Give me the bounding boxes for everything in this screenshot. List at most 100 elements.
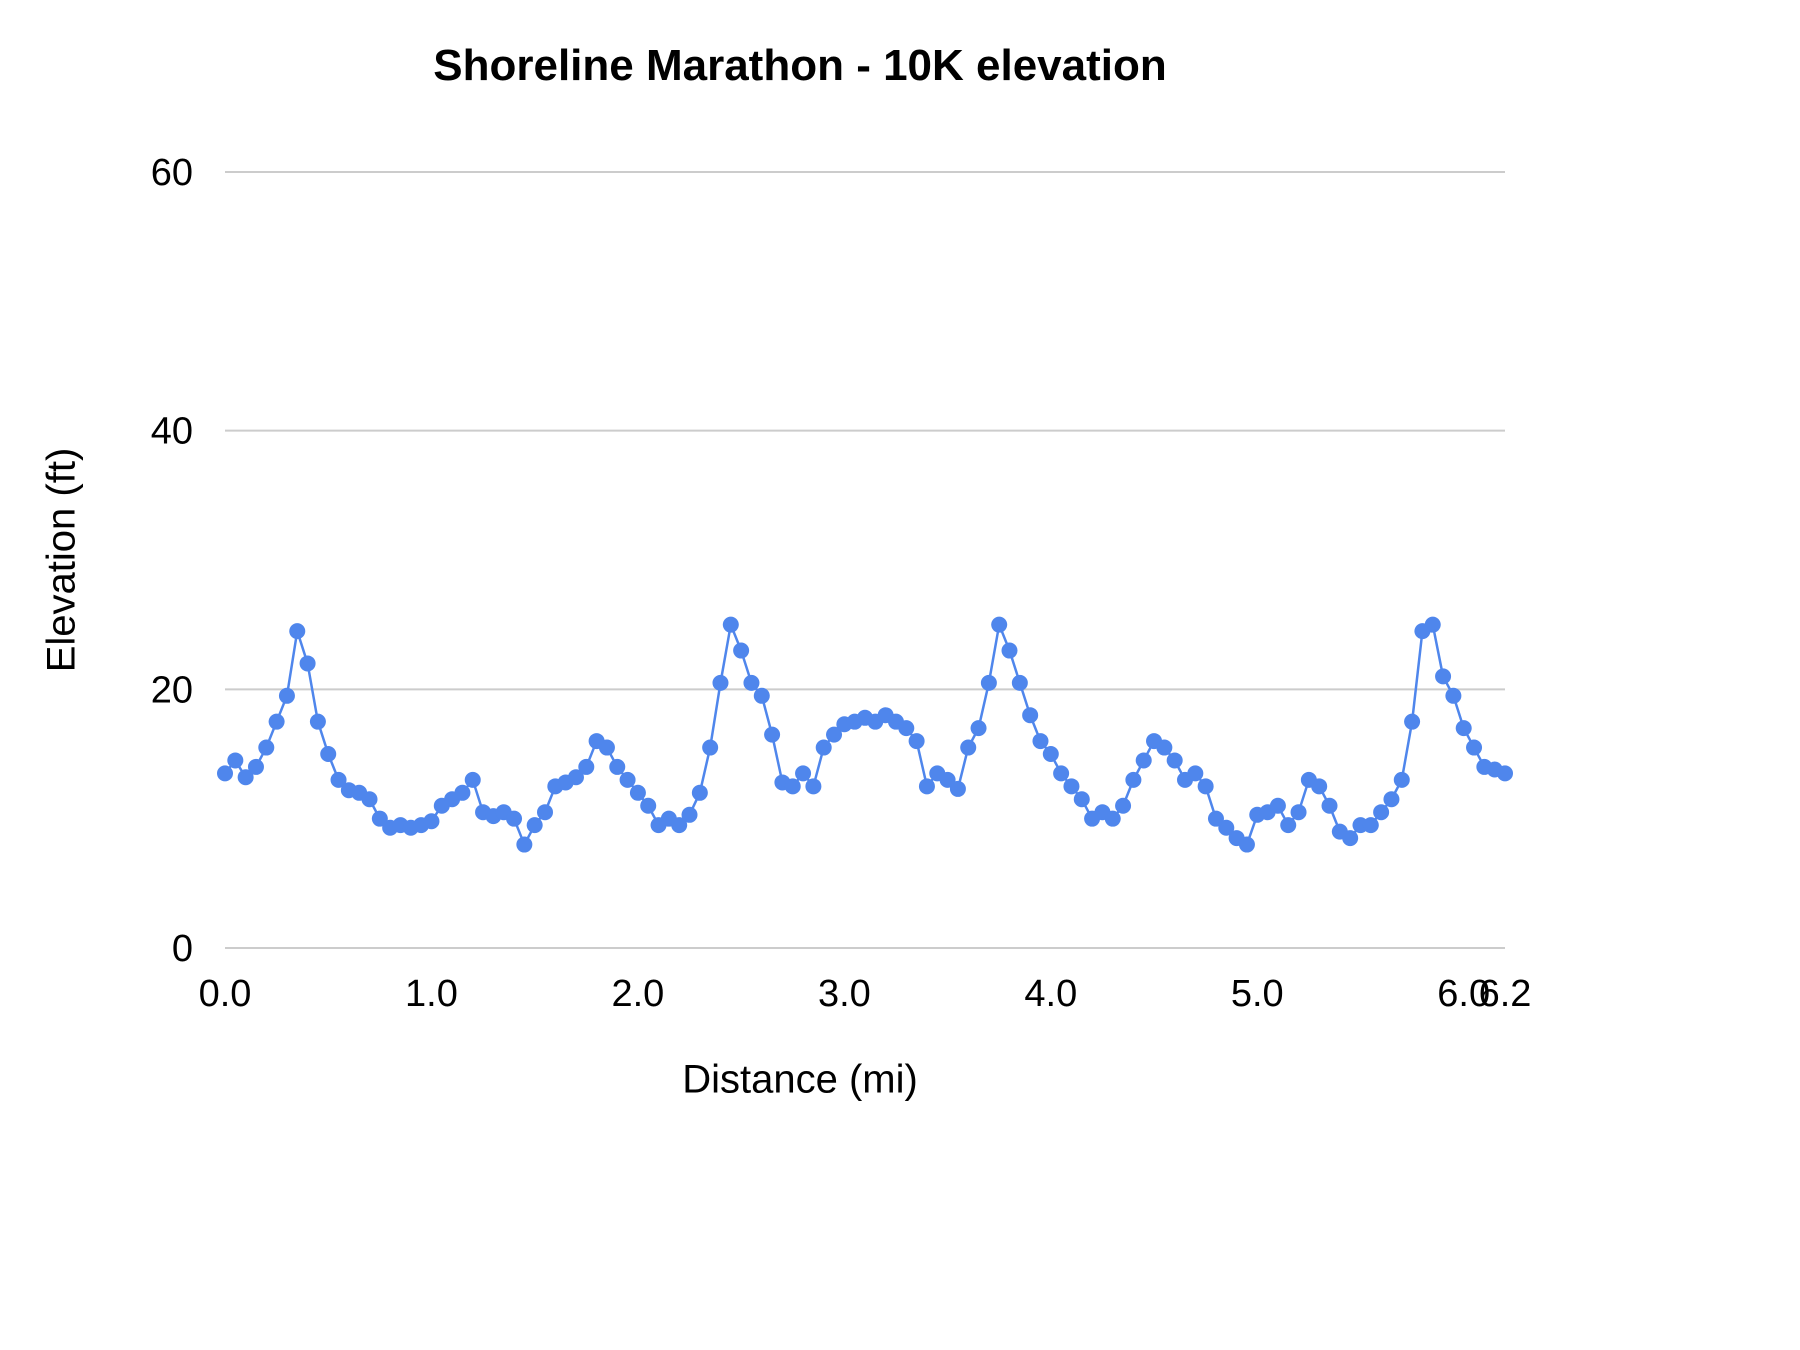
data-point[interactable] <box>918 778 935 795</box>
data-point[interactable] <box>1125 771 1142 788</box>
data-point[interactable] <box>1269 797 1286 814</box>
data-point[interactable] <box>1466 739 1483 756</box>
data-point[interactable] <box>1187 765 1204 782</box>
data-point[interactable] <box>1156 739 1173 756</box>
data-point[interactable] <box>598 739 615 756</box>
x-tick-label: 0.0 <box>199 973 252 1015</box>
x-tick-label: 3.0 <box>818 973 871 1015</box>
data-point[interactable] <box>629 784 646 801</box>
data-point[interactable] <box>1373 804 1390 821</box>
data-point[interactable] <box>1053 765 1070 782</box>
data-point[interactable] <box>1362 817 1379 834</box>
data-point[interactable] <box>970 720 987 737</box>
data-point[interactable] <box>289 623 306 640</box>
chart-title: Shoreline Marathon - 10K elevation <box>433 41 1167 90</box>
data-point[interactable] <box>702 739 719 756</box>
data-point[interactable] <box>506 810 523 827</box>
data-point[interactable] <box>1290 804 1307 821</box>
data-point[interactable] <box>1197 778 1214 795</box>
data-point[interactable] <box>1073 791 1090 808</box>
data-point[interactable] <box>640 797 657 814</box>
data-point[interactable] <box>898 720 915 737</box>
data-point[interactable] <box>299 655 316 672</box>
data-point[interactable] <box>949 780 966 797</box>
y-tick-label: 20 <box>151 669 193 711</box>
data-point[interactable] <box>681 806 698 823</box>
data-point[interactable] <box>1238 836 1255 853</box>
data-point[interactable] <box>753 687 770 704</box>
data-point[interactable] <box>960 739 977 756</box>
data-point[interactable] <box>815 739 832 756</box>
data-point[interactable] <box>516 836 533 853</box>
data-point[interactable] <box>1404 713 1421 730</box>
data-point[interactable] <box>1455 720 1472 737</box>
data-point[interactable] <box>1393 771 1410 788</box>
data-point[interactable] <box>980 674 997 691</box>
data-point[interactable] <box>1063 778 1080 795</box>
data-point[interactable] <box>309 713 326 730</box>
data-point[interactable] <box>764 726 781 743</box>
data-point[interactable] <box>423 813 440 830</box>
data-point[interactable] <box>619 771 636 788</box>
data-point[interactable] <box>217 765 233 782</box>
data-point[interactable] <box>268 713 285 730</box>
data-point[interactable] <box>1280 817 1297 834</box>
series-line <box>224 620 1506 848</box>
data-point[interactable] <box>330 771 347 788</box>
data-point[interactable] <box>454 784 471 801</box>
data-point[interactable] <box>1445 687 1462 704</box>
data-point[interactable] <box>1383 791 1400 808</box>
data-point[interactable] <box>805 778 822 795</box>
x-axis-title: Distance (mi) <box>682 1057 918 1102</box>
data-point[interactable] <box>320 746 337 762</box>
data-point[interactable] <box>1207 810 1224 827</box>
data-point[interactable] <box>578 758 595 775</box>
data-point[interactable] <box>1022 707 1039 724</box>
data-point[interactable] <box>908 733 925 750</box>
data-point[interactable] <box>733 642 750 659</box>
data-point[interactable] <box>1032 733 1049 750</box>
data-point[interactable] <box>609 758 626 775</box>
data-point[interactable] <box>826 726 843 743</box>
data-point[interactable] <box>743 674 760 691</box>
data-point[interactable] <box>361 791 378 808</box>
data-point[interactable] <box>671 817 688 834</box>
data-point[interactable] <box>1042 746 1059 762</box>
data-point[interactable] <box>1166 752 1183 769</box>
data-point[interactable] <box>567 769 584 786</box>
data-point[interactable] <box>1311 778 1328 795</box>
y-tick-label: 60 <box>151 152 193 194</box>
data-point[interactable] <box>371 810 388 827</box>
x-tick-label: 5.0 <box>1231 973 1284 1015</box>
data-point[interactable] <box>1011 674 1028 691</box>
data-point[interactable] <box>1001 642 1018 659</box>
data-point[interactable] <box>1104 810 1121 827</box>
data-point[interactable] <box>1115 797 1132 814</box>
data-point[interactable] <box>1342 830 1359 847</box>
data-point[interactable] <box>247 758 264 775</box>
x-tick-label: 6.0 <box>1437 973 1490 1015</box>
data-point[interactable] <box>1135 752 1152 769</box>
data-point[interactable] <box>1321 797 1338 814</box>
data-point[interactable] <box>939 771 956 788</box>
data-point[interactable] <box>464 771 481 788</box>
y-tick-label: 0 <box>172 928 193 970</box>
data-point[interactable] <box>237 769 254 786</box>
data-point[interactable] <box>526 817 543 834</box>
data-point[interactable] <box>691 784 708 801</box>
data-point[interactable] <box>712 674 729 691</box>
data-point[interactable] <box>1435 668 1452 685</box>
data-point[interactable] <box>1424 616 1441 633</box>
data-point[interactable] <box>795 765 812 782</box>
data-point[interactable] <box>784 778 801 795</box>
data-point[interactable] <box>1497 765 1513 782</box>
x-tick-label: 1.0 <box>405 973 458 1015</box>
data-point[interactable] <box>227 752 244 769</box>
data-point[interactable] <box>991 616 1008 633</box>
data-point[interactable] <box>1218 819 1235 836</box>
data-point[interactable] <box>722 616 739 633</box>
data-point[interactable] <box>278 687 295 704</box>
data-point[interactable] <box>258 739 275 756</box>
data-point[interactable] <box>537 804 553 821</box>
